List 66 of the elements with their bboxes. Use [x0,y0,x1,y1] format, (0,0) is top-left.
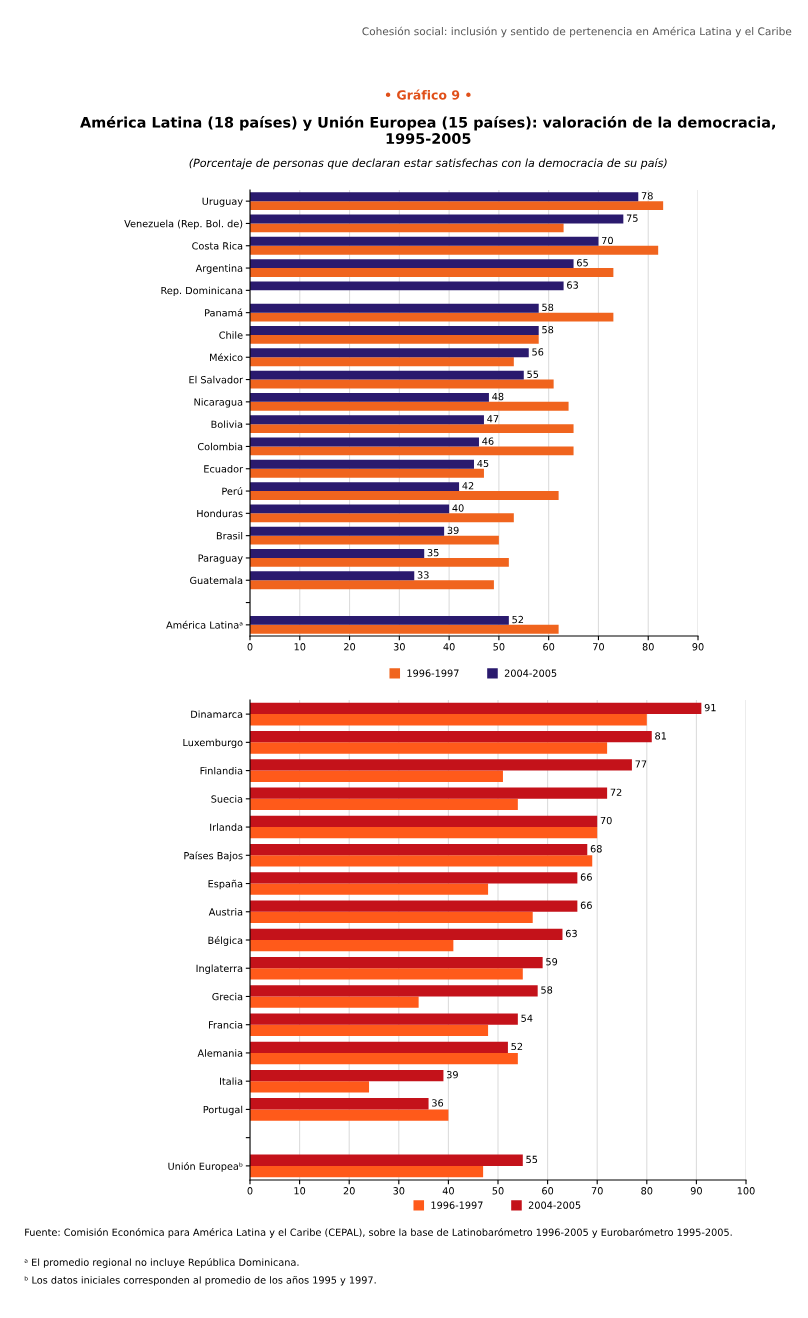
bar [250,883,489,895]
bar [250,268,614,277]
bar [250,815,598,828]
bar [250,1098,429,1110]
bar [250,348,529,358]
bar [250,1013,518,1025]
bar [250,1052,518,1065]
bar [250,1165,484,1178]
bar [250,1041,508,1053]
bar [250,557,509,567]
bar [250,624,559,634]
bar [250,491,559,500]
bar [250,911,533,924]
bar [250,1069,444,1082]
bar [250,513,514,523]
bar [250,844,588,856]
bar [250,223,564,233]
bar [250,245,659,255]
bar [250,326,539,335]
bar [250,940,454,952]
bar [250,236,599,246]
bar [250,303,539,313]
bar [250,468,484,478]
bar [250,424,574,434]
bar [250,872,578,884]
bar [250,535,499,545]
bar [250,1024,489,1036]
bar [250,281,564,291]
bar [250,401,569,411]
bar [250,459,474,469]
bar [250,956,543,969]
bar [250,827,598,839]
bar [250,615,509,625]
bar [250,702,702,715]
bar [250,928,563,940]
bar [250,312,614,322]
bar [250,742,608,754]
bar [250,334,539,344]
bar [250,770,503,782]
bar [250,759,632,771]
bar [250,996,419,1008]
bar [250,259,574,269]
bar [250,446,574,456]
bar [250,392,489,402]
bar [250,900,578,912]
bar [250,201,664,211]
bar [250,798,518,811]
bar [250,1109,449,1121]
bar [250,1154,523,1166]
bar [250,526,445,536]
bar [250,787,608,799]
bar [250,482,460,492]
bar [250,549,425,558]
bar [250,855,593,867]
bar [250,985,538,997]
bar [250,714,647,726]
bar [250,580,494,590]
bar [250,968,523,980]
bar [250,357,514,367]
bar [250,1081,370,1093]
bar [250,731,652,743]
bar [250,504,450,514]
bar [250,192,639,202]
bar [250,571,415,581]
bar [250,415,484,425]
bar [250,370,524,380]
